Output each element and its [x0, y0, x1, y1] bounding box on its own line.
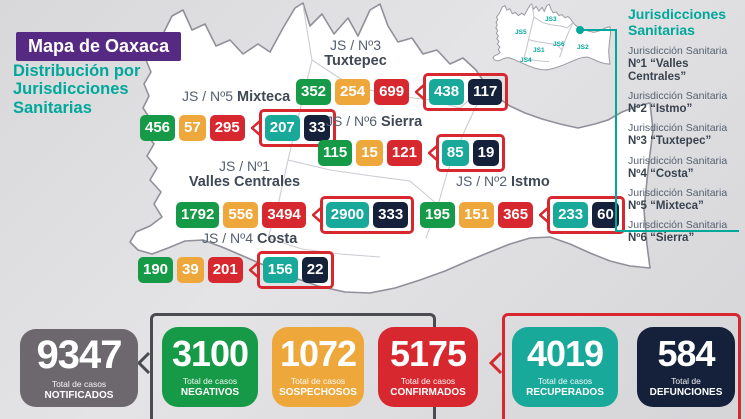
confirmados-badge: 365	[498, 202, 534, 228]
recuperados-badge: 438	[429, 79, 465, 105]
region-label: JS / Nº1 Valles Centrales	[188, 158, 301, 190]
sospechosos-badge: 254	[335, 79, 371, 105]
region-label: JS / Nº4 Costa	[202, 230, 298, 247]
recuperados-defunciones-group: 2900 333	[311, 196, 415, 234]
page-title: Mapa de Oaxaca	[16, 32, 182, 61]
stat-recuperados: 4019 Total de casos RECUPERADOS	[512, 327, 618, 407]
bracket-chevron-icon	[489, 351, 502, 375]
page-subtitle: Distribución por Jurisdicciones Sanitari…	[13, 62, 141, 117]
recuperados-badge: 207	[264, 115, 300, 141]
region-sierra: JS / Nº6 Sierra 115 15 121 85 19	[318, 113, 506, 172]
list-item: Jurisdicción Sanitaria Nº3 “Tuxtepec”	[628, 122, 728, 148]
region-istmo: JS / Nº2 Istmo 195 151 365 233 60	[420, 173, 625, 234]
confirmados-badge: 295	[209, 115, 245, 141]
confirmados-badge: 3494	[262, 202, 306, 228]
connector-chevron-icon	[415, 84, 425, 100]
connector-chevron-icon	[539, 207, 549, 223]
recuperados-defunciones-group: 85 19	[427, 134, 506, 172]
minimap-callout-dot	[576, 26, 584, 34]
legend-bracket-line	[615, 29, 617, 232]
negativos-badge: 1792	[176, 202, 220, 228]
recuperados-defunciones-group: 438 117	[415, 73, 509, 111]
stat-notificados: 9347 Total de casos NOTIFICADOS	[20, 329, 138, 407]
sospechosos-badge: 39	[177, 257, 204, 283]
stat-negativos: 3100 Total de casos NEGATIVOS	[162, 327, 258, 407]
minimap-label-js5: JS5	[515, 29, 527, 36]
negativos-badge: 352	[296, 79, 332, 105]
list-item: Jurisdicción Sanitaria Nº1 “Valles Centr…	[628, 45, 728, 84]
connector-chevron-icon	[427, 145, 438, 161]
jurisdictions-legend: Jurisdicciones Sanitarias Jurisdicción S…	[628, 6, 742, 252]
minimap-label-js2: JS2	[577, 44, 589, 51]
negativos-badge: 190	[138, 257, 174, 283]
minimap-label-js4: JS4	[520, 57, 532, 64]
connector-chevron-icon	[248, 262, 259, 278]
region-tuxtepec: JS / Nº3 Tuxtepec 352 254 699 438 117	[296, 37, 509, 111]
region-mixteca: JS / Nº5 Mixteca 456 57 295 207 33	[140, 88, 337, 147]
list-item: Jurisdicción Sanitaria Nº4 “Costa”	[628, 154, 728, 180]
sospechosos-badge: 151	[459, 202, 495, 228]
confirmados-badge: 699	[374, 79, 410, 105]
defunciones-badge: 60	[592, 202, 619, 228]
legend-title: Jurisdicciones Sanitarias	[628, 6, 727, 39]
connector-chevron-icon	[250, 120, 261, 136]
connector-chevron-icon	[311, 207, 322, 223]
sospechosos-badge: 57	[179, 115, 206, 141]
minimap-label-js3: JS3	[545, 16, 557, 23]
confirmados-badge: 121	[386, 140, 422, 166]
list-item: Jurisdicción Sanitaria Nº5 “Mixteca”	[628, 186, 728, 212]
defunciones-badge: 117	[468, 79, 503, 105]
totals-bracket-outcomes	[502, 313, 741, 419]
recuperados-badge: 85	[441, 140, 469, 166]
defunciones-badge: 333	[373, 202, 409, 228]
legend-bracket-bottom-line	[615, 230, 739, 232]
defunciones-badge: 19	[472, 140, 500, 166]
defunciones-badge: 33	[303, 115, 331, 141]
negativos-badge: 115	[318, 140, 353, 166]
confirmados-badge: 201	[207, 257, 243, 283]
negativos-badge: 195	[420, 202, 456, 228]
region-label: JS / Nº2 Istmo	[456, 173, 550, 190]
recuperados-defunciones-group: 207 33	[250, 109, 337, 147]
stat-confirmados: 5175 Total de casos CONFIRMADOS	[378, 327, 478, 407]
region-label: JS / Nº5 Mixteca	[182, 88, 291, 105]
region-costa: JS / Nº4 Costa 190 39 201 156 22	[138, 230, 335, 289]
recuperados-badge: 233	[553, 202, 589, 228]
recuperados-defunciones-group: 156 22	[248, 251, 335, 289]
list-item: Jurisdicción Sanitaria Nº2 “Istmo”	[628, 90, 728, 116]
sospechosos-badge: 15	[356, 140, 383, 166]
negativos-badge: 456	[140, 115, 176, 141]
list-item: Jurisdicción Sanitaria Nº6 “Sierra”	[628, 218, 728, 244]
sospechosos-badge: 556	[223, 202, 259, 228]
legend-connector-line	[582, 29, 617, 31]
oaxaca-minimap: JS5 JS3 JS6 JS1 JS2 JS4	[493, 4, 611, 70]
recuperados-badge: 156	[262, 257, 298, 283]
defunciones-badge: 22	[301, 257, 329, 283]
recuperados-defunciones-group: 233 60	[539, 196, 625, 234]
stat-sospechosos: 1072 Total de casos SOSPECHOSOS	[272, 327, 364, 407]
bracket-chevron-icon	[137, 351, 150, 375]
minimap-label-js1: JS1	[533, 47, 545, 54]
region-label: JS / Nº6 Sierra	[326, 113, 423, 130]
stat-defunciones: 584 Total de DEFUNCIONES	[637, 327, 735, 407]
minimap-label-js6: JS6	[553, 41, 565, 48]
region-label: JS / Nº3 Tuxtepec	[324, 37, 387, 69]
recuperados-badge: 2900	[325, 202, 370, 228]
region-valles-centrales: JS / Nº1 Valles Centrales 1792 556 3494 …	[176, 158, 415, 234]
